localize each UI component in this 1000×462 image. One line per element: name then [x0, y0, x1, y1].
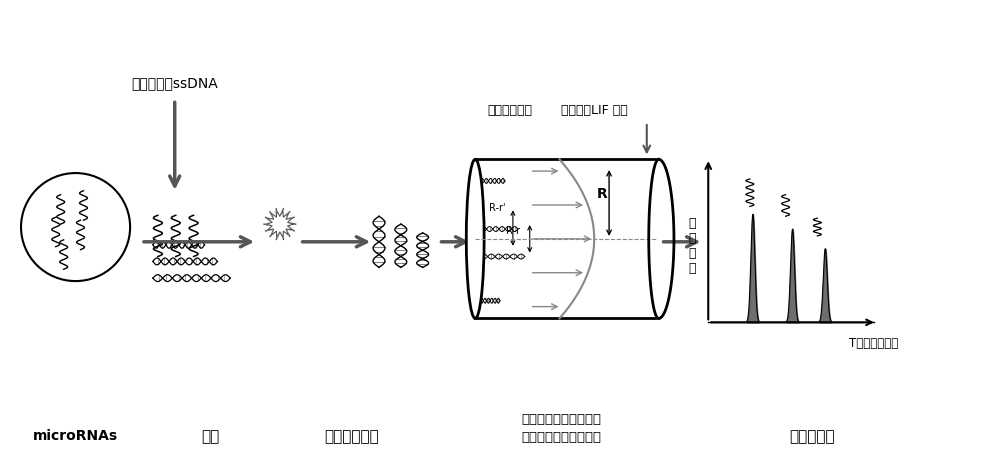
Text: microRNAs: microRNAs	[33, 429, 118, 443]
Text: T（保留时间）: T（保留时间）	[849, 337, 898, 350]
Text: 基于流体动力色谱分离
实现高分辨、高效分离: 基于流体动力色谱分离 实现高分辨、高效分离	[521, 413, 601, 444]
Text: R-r': R-r'	[489, 203, 505, 213]
Text: 加入互补的ssDNA: 加入互补的ssDNA	[131, 76, 218, 90]
Text: 标记荧光染料: 标记荧光染料	[324, 429, 379, 444]
Text: R-r: R-r	[506, 226, 520, 236]
Text: 管内分布差异: 管内分布差异	[487, 103, 532, 117]
Text: R: R	[597, 187, 608, 201]
Text: 定性与定量: 定性与定量	[790, 429, 835, 444]
Ellipse shape	[466, 159, 484, 318]
Polygon shape	[266, 211, 294, 237]
Text: 超高灵敏LIF 检测: 超高灵敏LIF 检测	[561, 103, 628, 117]
Text: 荧
光
信
号: 荧 光 信 号	[689, 217, 696, 275]
Bar	[475, 159, 659, 318]
Text: 杂交: 杂交	[201, 429, 220, 444]
